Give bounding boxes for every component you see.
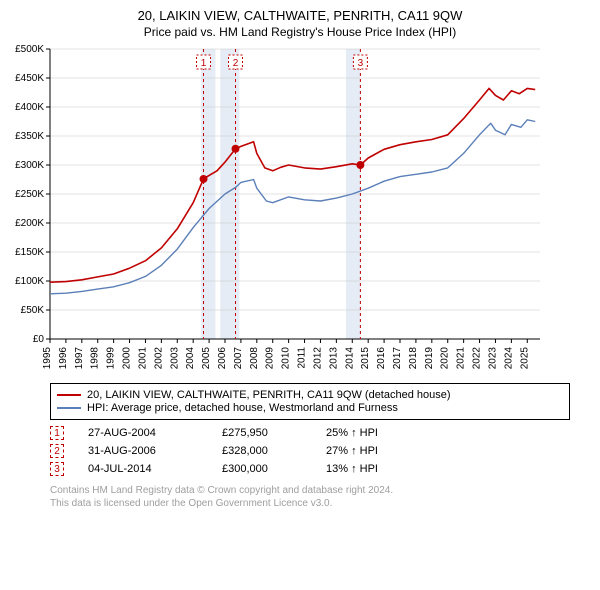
attribution: Contains HM Land Registry data © Crown c… bbox=[50, 484, 570, 510]
sale-delta: 13% ↑ HPI bbox=[326, 463, 416, 475]
svg-text:£500K: £500K bbox=[15, 44, 44, 55]
sale-marker-icon: 2 bbox=[50, 444, 64, 458]
svg-text:2025: 2025 bbox=[519, 347, 530, 370]
svg-text:2009: 2009 bbox=[265, 347, 276, 370]
svg-text:£400K: £400K bbox=[15, 102, 44, 113]
svg-text:2004: 2004 bbox=[185, 347, 196, 370]
svg-text:2018: 2018 bbox=[408, 347, 419, 370]
svg-text:£150K: £150K bbox=[15, 247, 44, 258]
svg-text:1997: 1997 bbox=[74, 347, 85, 370]
sale-date: 27-AUG-2004 bbox=[88, 427, 198, 439]
sale-marker-icon: 3 bbox=[50, 462, 64, 476]
svg-text:2023: 2023 bbox=[487, 347, 498, 370]
sale-delta: 25% ↑ HPI bbox=[326, 427, 416, 439]
svg-text:2016: 2016 bbox=[376, 347, 387, 370]
svg-text:1: 1 bbox=[201, 58, 207, 69]
svg-text:2011: 2011 bbox=[297, 347, 308, 369]
svg-text:2020: 2020 bbox=[440, 347, 451, 370]
sales-row: 1 27-AUG-2004 £275,950 25% ↑ HPI bbox=[50, 426, 570, 440]
svg-text:1999: 1999 bbox=[106, 347, 117, 370]
svg-text:2022: 2022 bbox=[472, 347, 483, 370]
svg-text:1995: 1995 bbox=[42, 347, 53, 370]
legend-label-subject: 20, LAIKIN VIEW, CALTHWAITE, PENRITH, CA… bbox=[87, 389, 451, 401]
page-root: 20, LAIKIN VIEW, CALTHWAITE, PENRITH, CA… bbox=[0, 0, 600, 590]
legend-swatch-hpi bbox=[57, 407, 81, 409]
svg-text:2013: 2013 bbox=[328, 347, 339, 370]
sale-price: £275,950 bbox=[222, 427, 302, 439]
svg-text:£300K: £300K bbox=[15, 160, 44, 171]
svg-text:1998: 1998 bbox=[90, 347, 101, 370]
svg-text:2010: 2010 bbox=[281, 347, 292, 370]
svg-text:2019: 2019 bbox=[424, 347, 435, 370]
svg-text:2000: 2000 bbox=[122, 347, 133, 370]
svg-text:2007: 2007 bbox=[233, 347, 244, 370]
svg-text:2021: 2021 bbox=[456, 347, 467, 370]
chart-title-subtitle: Price paid vs. HM Land Registry's House … bbox=[0, 25, 600, 39]
svg-text:1996: 1996 bbox=[58, 347, 69, 370]
svg-text:2: 2 bbox=[233, 58, 239, 69]
chart-title-address: 20, LAIKIN VIEW, CALTHWAITE, PENRITH, CA… bbox=[0, 8, 600, 23]
svg-text:2017: 2017 bbox=[392, 347, 403, 370]
svg-text:2002: 2002 bbox=[153, 347, 164, 370]
legend-label-hpi: HPI: Average price, detached house, West… bbox=[87, 402, 398, 414]
sale-date: 31-AUG-2006 bbox=[88, 445, 198, 457]
svg-text:2012: 2012 bbox=[312, 347, 323, 370]
legend-item-subject: 20, LAIKIN VIEW, CALTHWAITE, PENRITH, CA… bbox=[57, 389, 563, 401]
sales-table: 1 27-AUG-2004 £275,950 25% ↑ HPI 2 31-AU… bbox=[50, 426, 570, 476]
chart-titles: 20, LAIKIN VIEW, CALTHWAITE, PENRITH, CA… bbox=[0, 0, 600, 39]
sale-price: £328,000 bbox=[222, 445, 302, 457]
svg-text:2015: 2015 bbox=[360, 347, 371, 370]
svg-text:2005: 2005 bbox=[201, 347, 212, 370]
sale-date: 04-JUL-2014 bbox=[88, 463, 198, 475]
price-chart: £0 £50K £100K £150K £200K £250K £300K £350K £400… bbox=[0, 39, 560, 379]
svg-text:2024: 2024 bbox=[503, 347, 514, 370]
svg-text:£100K: £100K bbox=[15, 276, 44, 287]
svg-text:£200K: £200K bbox=[15, 218, 44, 229]
svg-text:£350K: £350K bbox=[15, 131, 44, 142]
svg-text:2001: 2001 bbox=[137, 347, 148, 370]
svg-text:£250K: £250K bbox=[15, 189, 44, 200]
svg-text:£450K: £450K bbox=[15, 73, 44, 84]
sales-row: 3 04-JUL-2014 £300,000 13% ↑ HPI bbox=[50, 462, 570, 476]
legend-item-hpi: HPI: Average price, detached house, West… bbox=[57, 402, 563, 414]
svg-text:£0: £0 bbox=[33, 334, 45, 345]
sale-marker-icon: 1 bbox=[50, 426, 64, 440]
legend: 20, LAIKIN VIEW, CALTHWAITE, PENRITH, CA… bbox=[50, 383, 570, 420]
attribution-line: This data is licensed under the Open Gov… bbox=[50, 497, 570, 510]
svg-text:£50K: £50K bbox=[21, 305, 45, 316]
svg-text:2006: 2006 bbox=[217, 347, 228, 370]
sale-price: £300,000 bbox=[222, 463, 302, 475]
sale-delta: 27% ↑ HPI bbox=[326, 445, 416, 457]
attribution-line: Contains HM Land Registry data © Crown c… bbox=[50, 484, 570, 497]
svg-text:2014: 2014 bbox=[344, 347, 355, 370]
svg-text:2008: 2008 bbox=[249, 347, 260, 370]
svg-text:3: 3 bbox=[358, 58, 364, 69]
legend-swatch-subject bbox=[57, 394, 81, 396]
sales-row: 2 31-AUG-2006 £328,000 27% ↑ HPI bbox=[50, 444, 570, 458]
svg-text:2003: 2003 bbox=[169, 347, 180, 370]
